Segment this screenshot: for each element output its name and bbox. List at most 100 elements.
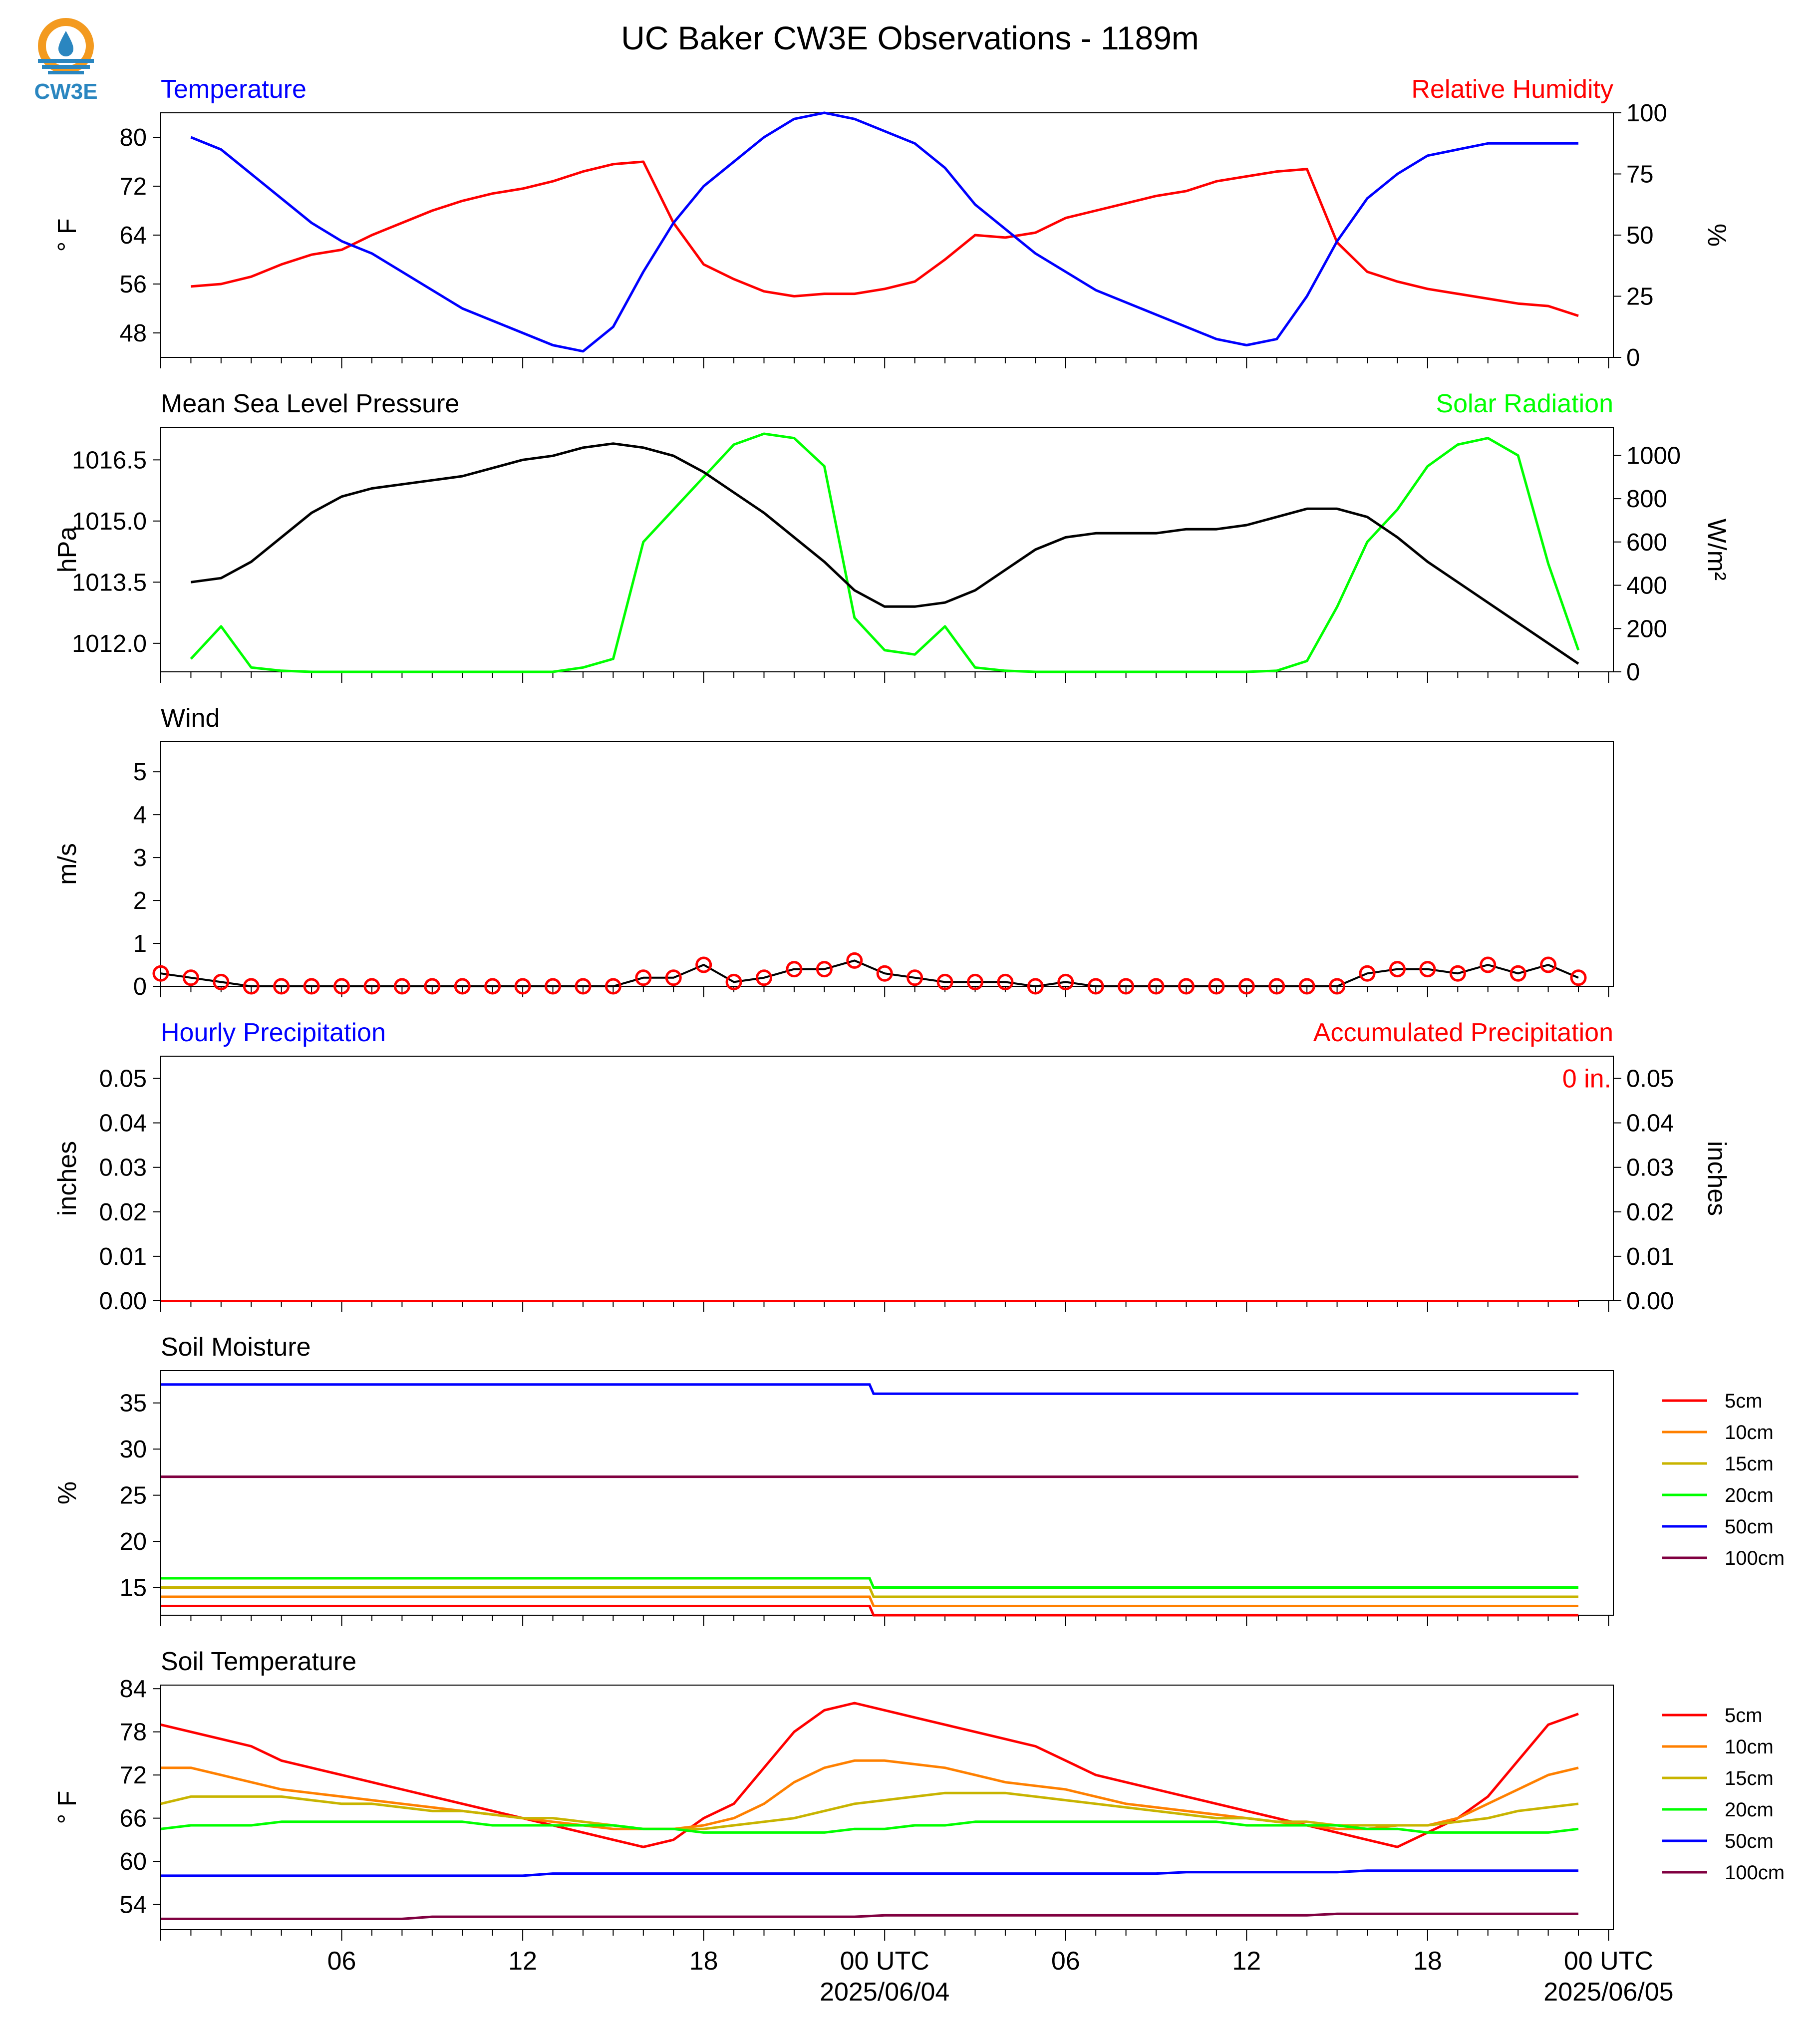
- wind-point: [605, 978, 621, 995]
- x-tick-label: 00 UTC: [840, 1947, 929, 1976]
- soil-temp-series-10cm: [161, 1759, 1579, 1830]
- temperature-series-line: [190, 111, 1578, 353]
- solar-series-line: [190, 432, 1580, 673]
- soil-temp-legend-label: 20cm: [1725, 1799, 1774, 1821]
- solar-tick-label: 200: [1626, 615, 1667, 642]
- wind-point: [876, 965, 893, 982]
- soil-temp-legend-label: 100cm: [1725, 1862, 1785, 1884]
- panel-title-right: Relative Humidity: [1411, 75, 1613, 104]
- wind-point: [1057, 973, 1074, 990]
- wind-point: [1087, 978, 1104, 995]
- wind-point: [1178, 978, 1195, 995]
- x-tick-label: 12: [508, 1947, 537, 1976]
- wind-point: [424, 978, 441, 995]
- wind-tick-label: 5: [133, 759, 147, 786]
- temperature-tick-label: 72: [119, 173, 147, 200]
- page-title: UC Baker CW3E Observations - 1189m: [621, 19, 1199, 56]
- wind-point: [484, 978, 501, 995]
- wind-point: [575, 978, 592, 995]
- wind-point: [1570, 969, 1587, 986]
- x-tick-label: 18: [1413, 1947, 1442, 1976]
- precip-accum-tick-label: 0.03: [1626, 1155, 1674, 1181]
- wind-point: [816, 961, 833, 978]
- wind-point: [1540, 956, 1557, 973]
- panel-title-right: Solar Radiation: [1436, 389, 1613, 418]
- soil-temp-legend-label: 15cm: [1725, 1767, 1774, 1789]
- soil-moisture-legend-label: 15cm: [1725, 1453, 1774, 1475]
- precip-accum-tick-label: 0.04: [1626, 1110, 1674, 1137]
- precip-accum-tick-label: 0.02: [1626, 1199, 1674, 1226]
- humidity-tick-label: 25: [1626, 284, 1654, 310]
- wind-point: [997, 973, 1014, 990]
- wind-tick-label: 2: [133, 887, 147, 914]
- x-date-label: 2025/06/04: [820, 1978, 949, 2007]
- precip-hourly-tick-label: 0.02: [99, 1199, 147, 1226]
- pressure-tick-label: 1016.5: [72, 447, 147, 474]
- wind-point: [1510, 965, 1526, 982]
- wind-point: [303, 978, 320, 995]
- humidity-tick-label: 100: [1626, 100, 1667, 127]
- wind-point: [1480, 956, 1497, 973]
- soil-moisture-tick-label: 25: [119, 1482, 147, 1509]
- precip-hourly-tick-label: 0.00: [99, 1288, 147, 1315]
- soil-temp-series-20cm: [160, 1820, 1579, 1834]
- soil-temp-tick-label: 78: [119, 1719, 147, 1746]
- pressure-tick-label: 1012.0: [72, 630, 147, 657]
- wind-point: [1238, 978, 1255, 995]
- cw3e-water-drop-icon: CW3E: [34, 18, 98, 104]
- soil-moisture-legend-label: 20cm: [1725, 1484, 1774, 1506]
- x-tick-label: 18: [689, 1947, 718, 1976]
- y-axis-label-left: ° F: [53, 1790, 82, 1824]
- precip-hourly-tick-label: 0.01: [99, 1243, 147, 1270]
- wind-point: [1419, 961, 1436, 978]
- precip-hourly-tick-label: 0.03: [99, 1155, 147, 1181]
- accum-precip-annotation: 0 in.: [1562, 1065, 1611, 1094]
- panel-frame: [160, 741, 1614, 987]
- solar-tick-label: 800: [1626, 486, 1667, 513]
- y-axis-label-left: ° F: [53, 218, 82, 252]
- wind-point: [846, 952, 863, 969]
- wind-tick-label: 1: [133, 930, 147, 957]
- wind-point: [1148, 978, 1165, 995]
- x-date-label: 2025/06/05: [1543, 1978, 1673, 2007]
- humidity-tick-label: 0: [1626, 344, 1640, 371]
- solar-tick-label: 400: [1626, 573, 1667, 599]
- soil-temp-tick-label: 72: [119, 1762, 147, 1789]
- wind-point: [152, 965, 169, 982]
- soil-moisture-legend-label: 5cm: [1725, 1390, 1763, 1412]
- y-axis-label-right: %: [1702, 224, 1731, 247]
- soil-temp-series-50cm: [161, 1869, 1578, 1877]
- soil-temp-series-5cm: [160, 1702, 1579, 1848]
- wind-point: [545, 978, 562, 995]
- panel-title-left: Temperature: [161, 75, 306, 104]
- wind-point: [786, 961, 803, 978]
- soil-temp-legend-label: 50cm: [1725, 1830, 1774, 1852]
- y-axis-label-left: %: [53, 1481, 82, 1504]
- soil-moisture-tick-label: 20: [119, 1528, 147, 1555]
- wind-point: [454, 978, 471, 995]
- pressure-tick-label: 1013.5: [72, 569, 147, 596]
- y-axis-label-right: W/m²: [1702, 519, 1731, 580]
- soil-temp-legend-label: 5cm: [1725, 1705, 1763, 1727]
- precip-hourly-tick-label: 0.05: [99, 1066, 147, 1093]
- wind-point: [665, 969, 682, 986]
- soil-moisture-legend-label: 10cm: [1725, 1422, 1774, 1444]
- panel-title-left: Soil Moisture: [161, 1333, 311, 1362]
- pressure-series-line: [191, 442, 1579, 665]
- soil-moisture-tick-label: 35: [119, 1390, 147, 1417]
- y-axis-label-left: m/s: [53, 843, 82, 885]
- wind-tick-label: 3: [133, 845, 147, 871]
- logo-text: CW3E: [34, 79, 97, 104]
- soil-moisture-tick-label: 30: [119, 1436, 147, 1463]
- wind-point: [1298, 978, 1315, 995]
- humidity-series-line: [191, 160, 1579, 317]
- temperature-tick-label: 80: [119, 124, 147, 151]
- soil-temp-tick-label: 66: [119, 1805, 147, 1832]
- wind-point: [333, 978, 350, 995]
- x-tick-label: 06: [1051, 1947, 1080, 1976]
- temperature-tick-label: 48: [119, 320, 147, 347]
- wind-point: [1449, 965, 1466, 982]
- wind-point: [243, 978, 260, 995]
- wind-point: [1027, 978, 1044, 995]
